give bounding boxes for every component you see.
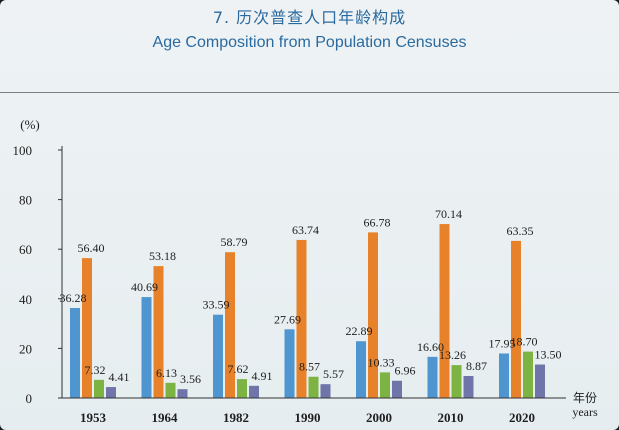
value-label-2000-s2: 66.78 (364, 215, 391, 229)
bar-1990-s3 (308, 376, 319, 398)
value-label-2010-s4: 8.87 (466, 359, 487, 373)
bar-1982-s4 (249, 385, 259, 398)
value-label-1990-s4: 5.57 (323, 367, 344, 381)
value-label-2010-s3: 13.26 (439, 348, 466, 362)
value-label-1953-s2: 56.40 (78, 241, 105, 255)
bar-1990-s2 (296, 239, 307, 398)
value-label-1982-s4: 4.91 (252, 369, 273, 383)
bar-2020-s4 (535, 364, 545, 398)
bar-1982-s2 (225, 252, 235, 398)
bar-1982-s3 (237, 379, 247, 398)
value-label-1953-s1: 36.28 (60, 291, 87, 305)
y-axis: 0 20 40 60 80 100 (%) (13, 117, 63, 406)
value-label-1953-s3: 7.32 (85, 363, 106, 377)
value-label-2020-s2: 63.35 (507, 224, 534, 238)
value-label-2010-s1: 16.60 (417, 340, 444, 354)
bar-2020-s3 (523, 351, 533, 398)
bar-1990-s1 (284, 329, 295, 398)
bar-1964-s2 (153, 266, 164, 398)
bar-2020-s1 (499, 353, 509, 398)
value-label-1990-s2: 63.74 (292, 223, 319, 237)
bar-2000-s4 (392, 380, 402, 398)
bar-1953-s1 (70, 308, 80, 398)
y-tick-label: 20 (19, 341, 32, 356)
y-tick-label: 60 (19, 242, 32, 257)
value-label-1964-s1: 40.69 (131, 280, 158, 294)
y-tick-label: 100 (13, 143, 33, 158)
bar-2000-s2 (368, 232, 378, 398)
x-tick-label: 1990 (295, 410, 321, 425)
bar-2000-s3 (380, 372, 390, 398)
value-label-2020-s1: 17.95 (489, 336, 516, 350)
x-tick-label: 2000 (366, 410, 392, 425)
bar-2010-s4 (463, 376, 474, 398)
value-label-1990-s3: 8.57 (299, 360, 320, 374)
bar-2010-s3 (451, 365, 462, 398)
bar-1964-s4 (177, 389, 188, 398)
bars (70, 224, 545, 398)
chart-title-cn: 7. 历次普查人口年龄构成 (212, 8, 407, 27)
x-tick-label: 1982 (223, 410, 249, 425)
bar-1990-s4 (320, 384, 331, 398)
bar-1953-s3 (94, 379, 104, 398)
bar-1964-s1 (141, 297, 152, 398)
value-label-2000-s4: 6.96 (395, 364, 416, 378)
bar-2010-s1 (427, 356, 438, 398)
bar-2020-s2 (511, 240, 521, 398)
y-axis-label: (%) (20, 117, 40, 132)
bar-1982-s1 (213, 314, 223, 398)
x-tick-label: 2020 (509, 410, 535, 425)
x-axis-label-cn: 年份 (573, 391, 597, 405)
value-label-1964-s3: 6.13 (156, 366, 177, 380)
bar-1953-s2 (82, 258, 92, 398)
y-tick-label: 80 (19, 193, 32, 208)
value-label-1982-s3: 7.62 (228, 362, 249, 376)
value-label-1964-s4: 3.56 (180, 372, 201, 386)
title-divider (0, 92, 619, 93)
value-label-2000-s3: 10.33 (368, 355, 395, 369)
y-tick-label: 0 (26, 391, 33, 406)
value-label-2020-s4: 13.50 (535, 348, 562, 362)
y-tick-label: 40 (19, 292, 32, 307)
value-label-1982-s1: 33.59 (203, 298, 230, 312)
x-tick-label: 1964 (152, 410, 179, 425)
bar-1964-s3 (165, 382, 176, 398)
value-label-1990-s1: 27.69 (274, 312, 301, 326)
value-label-2020-s3: 18.70 (511, 335, 538, 349)
value-label-2000-s1: 22.89 (346, 324, 373, 338)
value-labels: 36.28 56.40 7.324.41 40.69 53.18 6.13 3.56 33.5… (60, 207, 562, 386)
value-label-2010-s2: 70.14 (435, 207, 462, 221)
x-axis-label-en: years (572, 405, 598, 419)
bar-1953-s4 (106, 387, 116, 398)
x-tick-label: 2010 (438, 410, 464, 425)
chart-title-en: Age Composition from Population Censuses (152, 34, 467, 51)
value-label-1953-s4: 4.41 (109, 370, 130, 384)
x-tick-label: 1953 (80, 410, 107, 425)
bar-2010-s2 (439, 224, 450, 398)
value-label-1982-s2: 58.79 (221, 235, 248, 249)
value-label-1964-s2: 53.18 (149, 249, 176, 263)
bar-2000-s1 (356, 341, 366, 398)
